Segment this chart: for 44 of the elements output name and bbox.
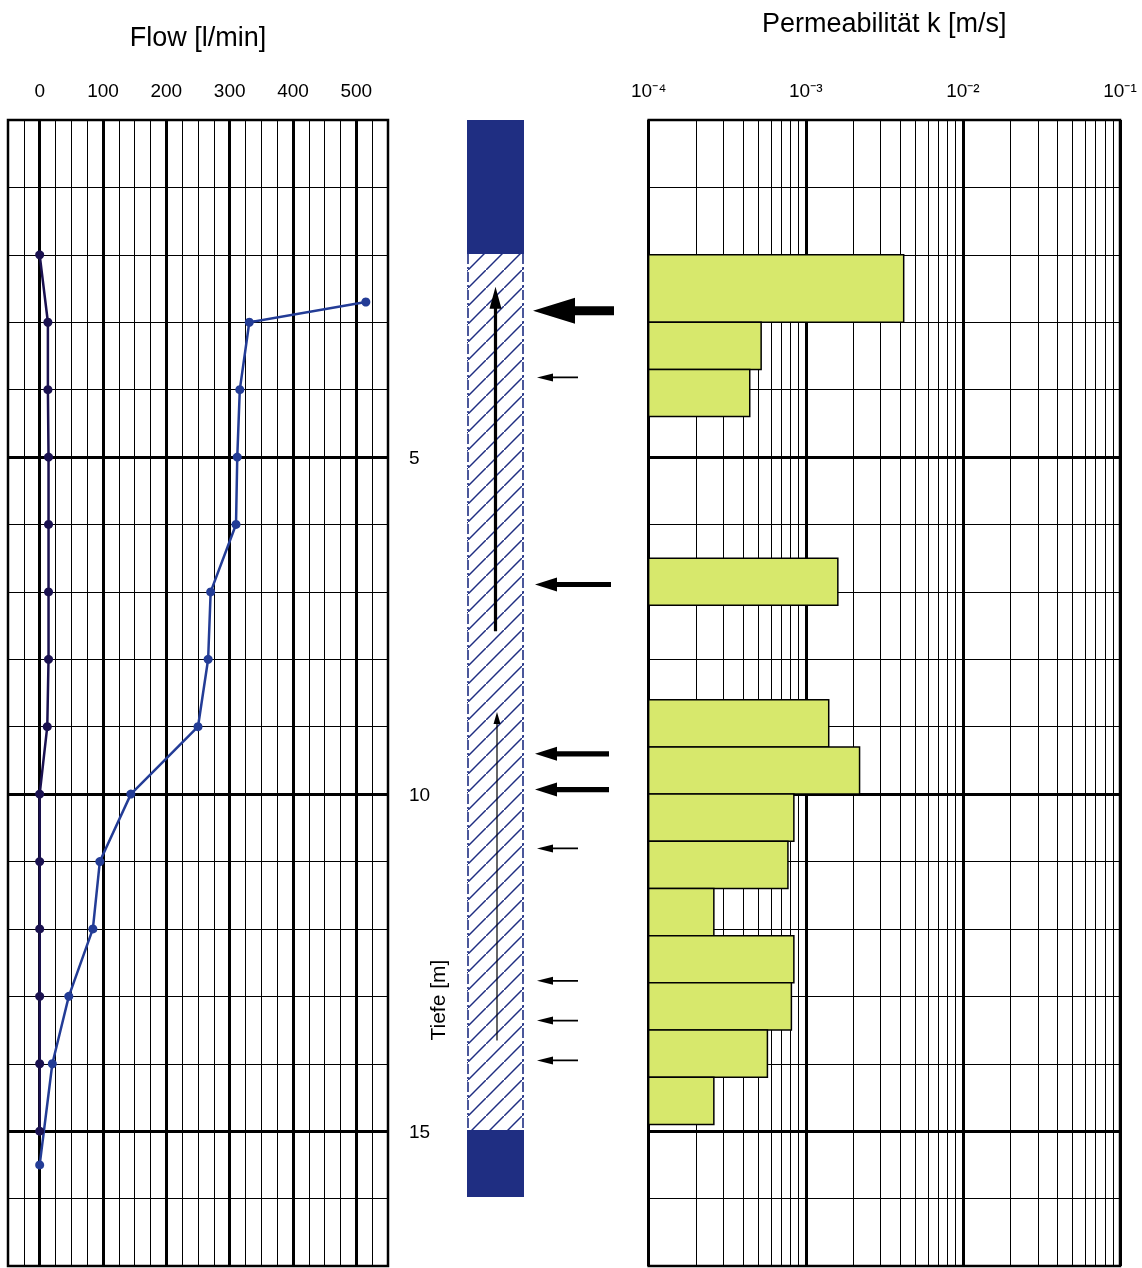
point (35, 991, 45, 1001)
x-tick-label: 200 (150, 80, 183, 101)
x-axis-title: Flow [l/min] (129, 21, 267, 52)
y-tick-label: 15 (409, 1120, 431, 1142)
point (235, 385, 245, 395)
point (44, 654, 54, 664)
point (95, 857, 105, 867)
x-tick-label: 10⁻² (946, 80, 980, 101)
x-tick-label: 0 (34, 80, 45, 101)
point (231, 519, 241, 529)
x-tick-label: 300 (213, 80, 246, 101)
x-tick-label: 500 (340, 80, 373, 101)
point (35, 857, 45, 867)
point (35, 924, 45, 934)
y-tick-label: 10 (409, 783, 431, 805)
point (193, 722, 203, 732)
point (361, 297, 371, 307)
x-tick-label: 10⁻¹ (1103, 80, 1137, 101)
x-tick-label: 100 (87, 80, 119, 101)
point (44, 587, 54, 597)
point (47, 1059, 57, 1069)
point (43, 317, 53, 327)
point (44, 452, 54, 462)
point (206, 587, 216, 597)
point (35, 789, 45, 799)
point (35, 1126, 45, 1136)
point (232, 452, 242, 462)
point (64, 991, 74, 1001)
point (42, 722, 52, 732)
point (88, 924, 98, 934)
x-tick-label: 10⁻⁴ (630, 80, 667, 101)
x-axis-title: Permeabilität k [m/s] (762, 7, 1007, 38)
x-tick-label: 10⁻³ (789, 80, 823, 101)
point (126, 789, 136, 799)
y-axis-title: Tiefe [m] (425, 959, 449, 1041)
point (35, 1160, 45, 1170)
y-tick-label: 5 (409, 446, 420, 468)
point (244, 317, 254, 327)
x-tick-label: 400 (277, 80, 309, 101)
point (35, 1059, 45, 1069)
point (35, 250, 45, 260)
point (44, 519, 54, 529)
point (203, 654, 213, 664)
point (43, 385, 53, 395)
